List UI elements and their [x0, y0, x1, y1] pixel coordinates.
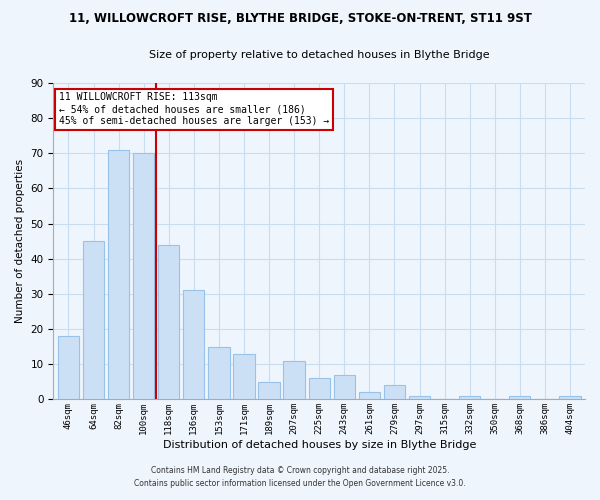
Bar	[283, 360, 305, 400]
Bar	[384, 386, 405, 400]
Bar	[259, 382, 280, 400]
Text: Contains HM Land Registry data © Crown copyright and database right 2025.
Contai: Contains HM Land Registry data © Crown c…	[134, 466, 466, 487]
Bar	[459, 396, 481, 400]
Text: 11, WILLOWCROFT RISE, BLYTHE BRIDGE, STOKE-ON-TRENT, ST11 9ST: 11, WILLOWCROFT RISE, BLYTHE BRIDGE, STO…	[68, 12, 532, 26]
Bar	[359, 392, 380, 400]
Bar	[334, 375, 355, 400]
Bar	[409, 396, 430, 400]
Bar	[509, 396, 530, 400]
Text: 11 WILLOWCROFT RISE: 113sqm
← 54% of detached houses are smaller (186)
45% of se: 11 WILLOWCROFT RISE: 113sqm ← 54% of det…	[59, 92, 329, 126]
Bar	[183, 290, 205, 400]
Bar	[108, 150, 129, 400]
X-axis label: Distribution of detached houses by size in Blythe Bridge: Distribution of detached houses by size …	[163, 440, 476, 450]
Bar	[158, 244, 179, 400]
Y-axis label: Number of detached properties: Number of detached properties	[15, 159, 25, 324]
Bar	[308, 378, 330, 400]
Bar	[208, 346, 230, 400]
Bar	[83, 241, 104, 400]
Bar	[58, 336, 79, 400]
Bar	[233, 354, 254, 400]
Bar	[133, 154, 154, 400]
Bar	[559, 396, 581, 400]
Title: Size of property relative to detached houses in Blythe Bridge: Size of property relative to detached ho…	[149, 50, 490, 60]
